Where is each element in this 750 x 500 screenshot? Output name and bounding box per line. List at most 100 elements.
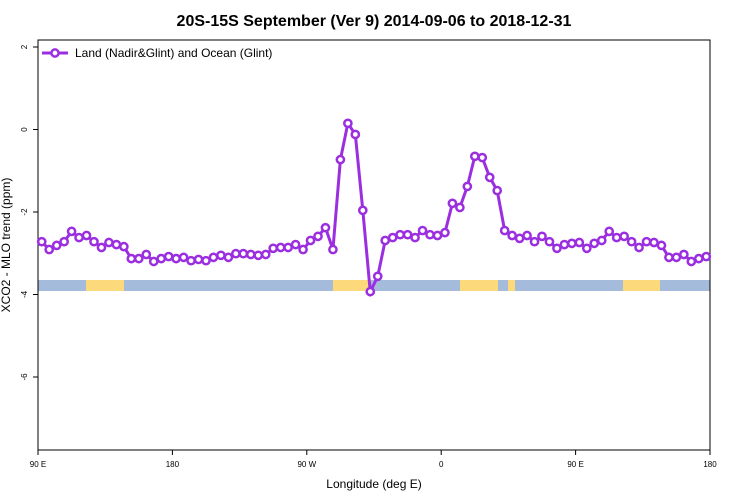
point [245, 249, 256, 260]
point [208, 252, 219, 263]
point [96, 242, 107, 253]
point [686, 256, 697, 267]
x-tick-label: 0 [439, 460, 444, 469]
point [186, 255, 196, 266]
x-tick-label: 90 W [297, 460, 316, 469]
point [216, 250, 226, 261]
point [417, 225, 428, 236]
point [231, 248, 241, 259]
point [469, 151, 480, 162]
point [410, 232, 420, 243]
land-band [508, 280, 515, 291]
point [193, 254, 204, 265]
point [574, 237, 585, 248]
x-axis-label: Longitude (deg E) [326, 477, 421, 491]
point [522, 230, 532, 241]
point [133, 253, 144, 264]
point [313, 231, 323, 242]
land-band [86, 280, 124, 291]
point [529, 236, 540, 247]
x-tick-label: 180 [703, 460, 717, 469]
point [641, 236, 652, 247]
point [253, 250, 264, 261]
point [499, 225, 510, 236]
point [260, 249, 271, 260]
point [126, 253, 137, 264]
point [372, 271, 383, 282]
point [141, 249, 152, 260]
point [619, 231, 629, 242]
series-line [40, 119, 707, 298]
point [320, 222, 331, 233]
point [328, 244, 338, 255]
y-tick-label: 2 [20, 44, 29, 49]
point [693, 253, 704, 264]
point [402, 229, 413, 240]
point [66, 226, 77, 237]
legend-marker [50, 48, 60, 58]
land-band [460, 280, 498, 291]
point [89, 236, 99, 247]
point [156, 253, 167, 264]
point [440, 227, 450, 238]
legend-label: Land (Nadir&Glint) and Ocean (Glint) [75, 46, 272, 60]
point [447, 198, 458, 209]
point [148, 256, 159, 267]
point [664, 252, 674, 263]
y-tick-label: 0 [20, 127, 29, 132]
point [178, 252, 189, 263]
point [656, 240, 667, 251]
point [671, 252, 682, 263]
x-tick-label: 90 E [567, 460, 583, 469]
point [268, 243, 279, 254]
point [567, 238, 577, 249]
point [357, 205, 368, 216]
point [626, 236, 637, 247]
chart-title: 20S-15S September (Ver 9) 2014-09-06 to … [177, 13, 572, 30]
y-tick-label: -6 [20, 373, 29, 381]
point [298, 244, 308, 255]
point [596, 235, 607, 246]
point [44, 244, 55, 255]
point [611, 232, 622, 243]
point [544, 236, 555, 247]
point [507, 230, 517, 241]
x-tick-label: 90 E [30, 460, 46, 469]
point [649, 237, 659, 248]
plot-frame [37, 39, 711, 451]
point [335, 154, 346, 165]
point [275, 242, 286, 253]
point [171, 253, 181, 264]
point [111, 239, 122, 250]
point [581, 243, 592, 254]
point [559, 239, 570, 250]
point [432, 230, 443, 241]
point [223, 252, 234, 263]
point [380, 235, 391, 246]
point [425, 229, 435, 240]
point [462, 181, 473, 192]
point [701, 251, 712, 262]
point [283, 242, 293, 253]
land-band [333, 280, 371, 291]
point [104, 237, 114, 248]
point [350, 129, 361, 140]
point [343, 118, 353, 129]
point [387, 232, 398, 243]
y-tick-label: -4 [20, 290, 29, 298]
point [395, 229, 405, 240]
point [81, 230, 92, 241]
point [119, 241, 129, 252]
point [477, 152, 488, 163]
point [552, 243, 562, 254]
x-tick-label: 180 [166, 460, 180, 469]
y-tick-label: -2 [20, 208, 29, 216]
point [492, 185, 503, 196]
point [484, 172, 495, 183]
point [36, 236, 47, 247]
point [514, 233, 525, 244]
land-band [623, 280, 660, 291]
point [537, 231, 547, 242]
point [59, 236, 69, 247]
point [604, 226, 615, 237]
